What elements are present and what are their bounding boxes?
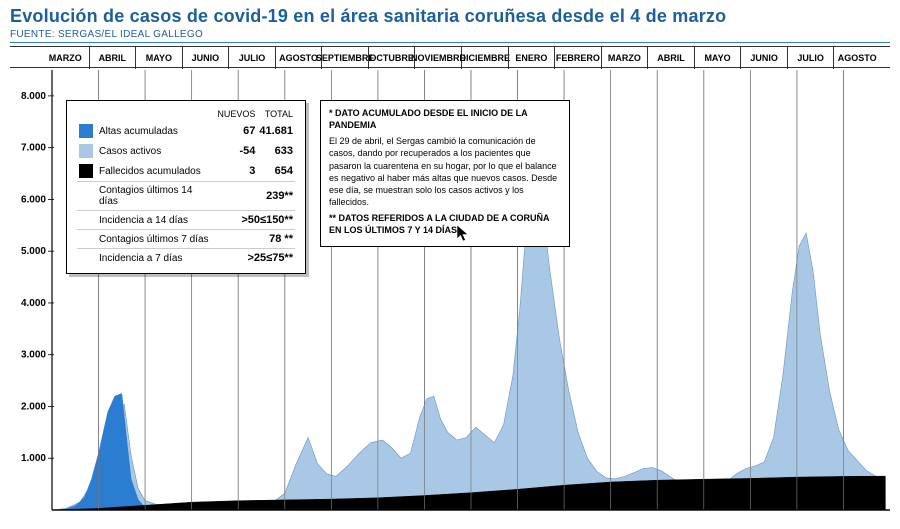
y-tick-label: 6.000 [21,194,46,205]
legend-label: Altas acumuladas [95,121,215,141]
legend-nuevos: -54 [215,141,257,161]
month-label: MAYO [135,47,182,69]
legend-row: Altas acumuladas6741.681 [77,121,295,141]
month-label: JUNIO [740,47,787,69]
month-label: AGOSTO [833,47,880,69]
cursor-icon [456,224,472,244]
series-altas [52,394,159,511]
y-tick-label: 7.000 [21,143,46,154]
legend-row: Casos activos-54633 [77,141,295,161]
note-heading-1: * DATO ACUMULADO DESDE EL INICIO DE LA P… [329,107,561,131]
month-label: JULIO [228,47,275,69]
chart-title: Evolución de casos de covid-19 en el áre… [10,6,890,27]
legend-row: Fallecidos acumulados3654 [77,161,295,182]
y-tick-label: 4.000 [21,298,46,309]
legend-extra-value: 78 ** [215,230,295,249]
legend-nuevos: 3 [215,161,257,182]
chart-source: FUENTE: SERGAS/EL IDEAL GALLEGO [10,29,890,40]
legend-swatch [79,164,93,178]
month-label: DICIEMBRE [461,47,508,69]
y-tick-label: 8.000 [21,91,46,102]
month-label: NOVIEMBRE [414,47,461,69]
legend-col-nuevos: NUEVOS [215,107,257,121]
legend-total: 654 [257,161,295,182]
y-tick-label: 5.000 [21,246,46,257]
month-label: ENERO [508,47,555,69]
legend-table: NUEVOS TOTAL Altas acumuladas6741.681Cas… [77,107,295,267]
legend-extra-value: >50≤150** [215,211,295,230]
legend-extra-row: Contagios últimos 14 días239** [77,182,295,211]
y-tick-label: 3.000 [21,350,46,361]
legend-extra-label: Incidencia a 14 días [95,211,215,230]
month-label: FEBRERO [554,47,601,69]
legend-panel: NUEVOS TOTAL Altas acumuladas6741.681Cas… [66,100,306,274]
legend-extra-value: >25≤75** [215,249,295,268]
legend-extra-row: Incidencia a 7 días>25≤75** [77,249,295,268]
note-heading-2: ** DATOS REFERIDOS A LA CIUDAD DE A CORU… [329,212,561,236]
legend-extra-label: Contagios últimos 14 días [95,182,215,211]
chart-area: 1.000 2.000 3.000 4.000 5.000 6.000 7.000 8.000… [10,70,890,525]
month-label: MARZO [601,47,648,69]
note-body: El 29 de abril, el Sergas cambió la comu… [329,135,561,208]
figure-container: Evolución de casos de covid-19 en el áre… [0,0,900,529]
legend-swatch [79,124,93,138]
legend-label: Casos activos [95,141,215,161]
title-underline [10,42,890,43]
month-label: MARZO [42,47,89,69]
month-label: SEPTIEMBRE [321,47,368,69]
y-tick-label: 1.000 [21,453,46,464]
month-label: ABRIL [89,47,136,69]
legend-total: 633 [257,141,295,161]
month-label: OCTUBRE [368,47,415,69]
legend-nuevos: 67 [215,121,257,141]
legend-extra-value: 239** [215,182,295,211]
month-label: JUNIO [182,47,229,69]
month-label: ABRIL [647,47,694,69]
legend-label: Fallecidos acumulados [95,161,215,182]
legend-total: 41.681 [257,121,295,141]
month-label: JULIO [787,47,834,69]
legend-extra-row: Contagios últimos 7 días78 ** [77,230,295,249]
legend-swatch [79,144,93,158]
legend-extra-label: Contagios últimos 7 días [95,230,215,249]
y-tick-label: 2.000 [21,401,46,412]
month-label: AGOSTO [275,47,322,69]
legend-col-total: TOTAL [257,107,295,121]
month-label: MAYO [694,47,741,69]
x-axis-months: MARZOABRILMAYOJUNIOJULIOAGOSTOSEPTIEMBRE… [10,46,890,68]
footnote-panel: * DATO ACUMULADO DESDE EL INICIO DE LA P… [320,100,570,247]
legend-extra-label: Incidencia a 7 días [95,249,215,268]
legend-extra-row: Incidencia a 14 días>50≤150** [77,211,295,230]
